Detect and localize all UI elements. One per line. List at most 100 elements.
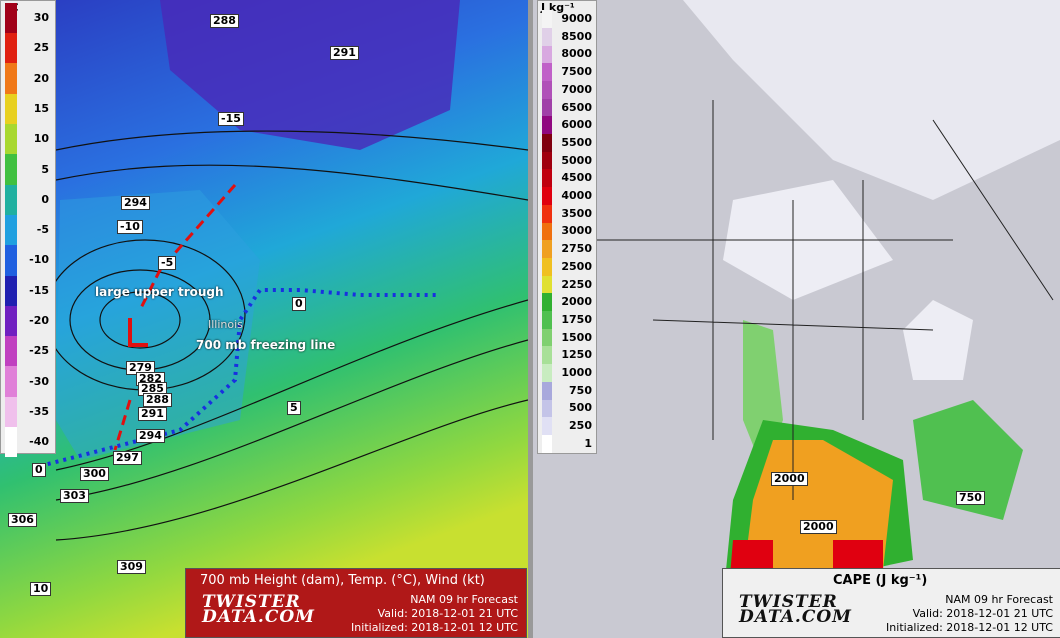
colorbar-swatch [5, 63, 17, 94]
colorbar-label: -15 [29, 283, 49, 297]
colorbar-label: 5000 [561, 153, 592, 167]
colorbar-label: 6500 [561, 100, 592, 114]
contour-label: -5 [158, 256, 177, 270]
contour-label: 291 [330, 46, 359, 60]
contour-label: 294 [136, 429, 165, 443]
contour-label: 303 [60, 489, 89, 503]
colorbar-label: 1750 [561, 312, 592, 326]
colorbar-swatch [5, 305, 17, 337]
contour-label: 0 [32, 463, 46, 477]
colorbar-label: 2250 [561, 277, 592, 291]
colorbar-swatch [542, 222, 552, 241]
colorbar-swatch [5, 154, 17, 185]
contour-label: 10 [30, 582, 52, 596]
colorbar-swatch [5, 275, 17, 306]
annotation: Illinois [208, 318, 243, 331]
colorbar-swatch [5, 366, 17, 397]
colorbar-label: 10 [33, 132, 49, 146]
colorbar-label: -30 [29, 374, 49, 388]
colorbar-swatch [542, 381, 552, 400]
contour-label: -10 [117, 220, 143, 234]
title-box: 700 mb Height (dam), Temp. (°C), Wind (k… [185, 568, 527, 638]
colorbar-label: 750 [569, 383, 592, 397]
contour-label: 2000 [771, 472, 808, 486]
colorbar-label: 1000 [561, 366, 592, 379]
colorbar-swatch [542, 98, 552, 117]
colorbar-label: 15 [33, 101, 49, 115]
logo-line: DATA.COM [202, 607, 315, 627]
contour-label: 294 [121, 196, 150, 210]
colorbar-swatch [542, 257, 552, 276]
colorbar-label: 4000 [561, 189, 592, 202]
colorbar-swatch [5, 214, 17, 246]
title: 700 mb Height (dam), Temp. (°C), Wind (k… [200, 573, 485, 588]
colorbar-label: 2750 [561, 242, 592, 256]
divider [528, 0, 533, 638]
contour-label: 291 [138, 407, 167, 421]
model: NAM 09 hr Forecast [410, 593, 518, 606]
colorbar-label: -20 [29, 314, 49, 327]
colorbar-swatch [5, 184, 17, 215]
colorbar-swatch [5, 427, 17, 458]
colorbar-label: -5 [36, 223, 49, 237]
map-background [583, 0, 1060, 600]
colorbar-label: 1500 [561, 330, 592, 344]
colorbar-swatch [5, 33, 17, 64]
map-background [0, 0, 528, 638]
contour-label: 2000 [800, 520, 837, 534]
colorbar-swatch [542, 417, 552, 435]
colorbar-swatch [542, 27, 552, 46]
colorbar-label: 25 [33, 41, 49, 55]
colorbar-swatch [542, 364, 552, 382]
colorbar-label: -40 [29, 435, 49, 449]
colorbar-label: -35 [29, 404, 49, 418]
colorbar-label: -25 [29, 344, 49, 358]
colorbar: J kg⁻¹ 9000 8500 8000 7500 7000 6500 6000 5500 5… [537, 0, 597, 454]
colorbar-label: 8500 [561, 29, 592, 43]
colorbar-swatch [542, 151, 552, 170]
colorbar-swatch [542, 134, 552, 152]
colorbar-label: 2500 [561, 259, 592, 273]
colorbar-label: 250 [569, 419, 592, 433]
colorbar-label: 500 [569, 401, 592, 415]
colorbar-swatch [5, 396, 17, 428]
contour-label: 297 [113, 451, 142, 465]
model: NAM 09 hr Forecast [945, 593, 1053, 606]
contour-label: 0 [292, 297, 306, 311]
contour-label: -15 [218, 112, 244, 126]
colorbar-swatch [542, 434, 552, 453]
colorbar-label: 0 [41, 192, 49, 206]
contour-label: 306 [8, 513, 37, 527]
colorbar-label: 3500 [561, 206, 592, 220]
logo-line: TWISTER [739, 592, 838, 612]
colorbar-label: 3000 [561, 224, 592, 238]
logo: TWISTER DATA.COM [739, 592, 852, 627]
colorbar-label: 4500 [561, 171, 592, 185]
colorbar-label: 2000 [561, 295, 592, 309]
colorbar-label: 7000 [561, 82, 592, 96]
colorbar-swatch [542, 328, 552, 347]
contour-label: 5 [287, 401, 301, 415]
logo-line: TWISTER [202, 592, 301, 612]
contour-label: 750 [956, 491, 985, 505]
valid-time: Valid: 2018-12-01 21 UTC [377, 607, 518, 620]
logo-line: DATA.COM [739, 607, 852, 627]
annotation: 700 mb freezing line [196, 338, 336, 352]
colorbar-swatch [542, 63, 552, 81]
colorbar-label: 5 [41, 162, 49, 176]
colorbar-swatch [5, 2, 17, 34]
colorbar-label: 20 [33, 71, 49, 85]
colorbar-swatch [542, 293, 552, 312]
title: CAPE (J kg⁻¹) [833, 573, 928, 588]
colorbar-swatch [542, 311, 552, 329]
cape-map: J kg⁻¹ 9000 8500 8000 7500 7000 6500 6000 5500 5… [533, 0, 1060, 638]
colorbar-swatch [542, 10, 552, 28]
colorbar-swatch [542, 80, 552, 99]
colorbar-swatch [542, 204, 552, 223]
colorbar-swatch [542, 169, 552, 188]
colorbar-swatch [542, 240, 552, 258]
colorbar-label: 6000 [561, 118, 592, 132]
colorbar-swatch [5, 124, 17, 155]
